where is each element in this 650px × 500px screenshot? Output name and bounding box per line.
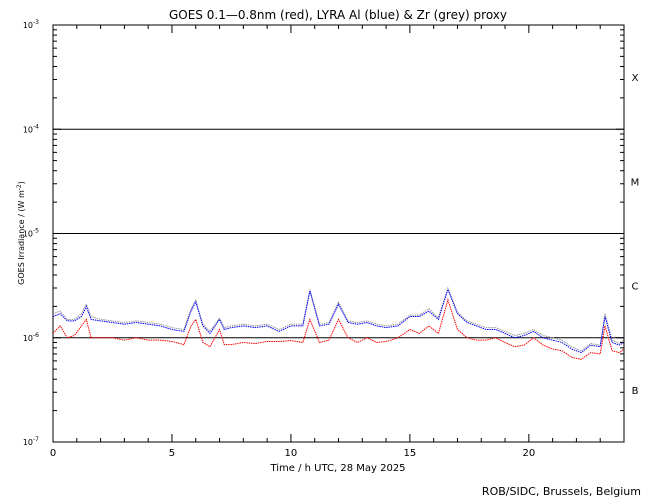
y-axis-label-text: GOES Irradiance / (W m bbox=[17, 190, 26, 285]
series-line-2 bbox=[52, 286, 625, 352]
y-axis-label-exponent: -2 bbox=[16, 184, 23, 190]
x-tick-label: 0 bbox=[50, 448, 56, 459]
y-tick-label: 10-4 bbox=[23, 123, 39, 134]
plot-area bbox=[52, 24, 625, 443]
y-axis: 10-3 10-4 10-5 10-6 10-7 bbox=[23, 19, 624, 447]
x-tick-label: 15 bbox=[404, 448, 417, 459]
y-axis-label-close: ) bbox=[17, 181, 26, 184]
y-tick-label: 10-7 bbox=[23, 436, 39, 447]
x-tick-label: 20 bbox=[522, 448, 535, 459]
x-axis: 0 5 10 15 20 bbox=[50, 25, 625, 459]
class-lines bbox=[53, 128, 624, 339]
series-layer bbox=[52, 286, 625, 360]
x-tick-label: 10 bbox=[285, 448, 298, 459]
y-tick-label: 10-5 bbox=[23, 228, 39, 239]
flare-class-label: X bbox=[632, 73, 639, 84]
flare-class-label: B bbox=[632, 386, 639, 397]
flare-class-label: C bbox=[632, 282, 639, 293]
series-line-1 bbox=[52, 288, 625, 354]
x-tick-label: 5 bbox=[169, 448, 175, 459]
y-tick-label: 10-6 bbox=[23, 332, 39, 343]
chart-title: GOES 0.1—0.8nm (red), LYRA Al (blue) & Z… bbox=[169, 8, 507, 22]
y-axis-label: GOES Irradiance / (W m-2) bbox=[16, 181, 26, 285]
flare-class-labels: X M C B bbox=[631, 73, 640, 397]
y-tick-label: 10-3 bbox=[23, 19, 39, 30]
credit-text: ROB/SIDC, Brussels, Belgium bbox=[482, 485, 641, 498]
series-line-0 bbox=[52, 298, 625, 360]
flare-class-label: M bbox=[631, 177, 640, 188]
x-axis-label: Time / h UTC, 28 May 2025 bbox=[269, 463, 405, 474]
